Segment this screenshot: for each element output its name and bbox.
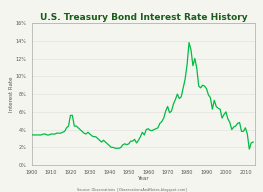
Title: U.S. Treasury Bond Interest Rate History: U.S. Treasury Bond Interest Rate History: [39, 13, 247, 22]
X-axis label: Year: Year: [138, 176, 149, 181]
Text: Source: Observations  [ObservationsAndNotes.blogspot.com]: Source: Observations [ObservationsAndNot…: [77, 188, 186, 192]
Y-axis label: Interest Rate: Interest Rate: [9, 76, 14, 112]
